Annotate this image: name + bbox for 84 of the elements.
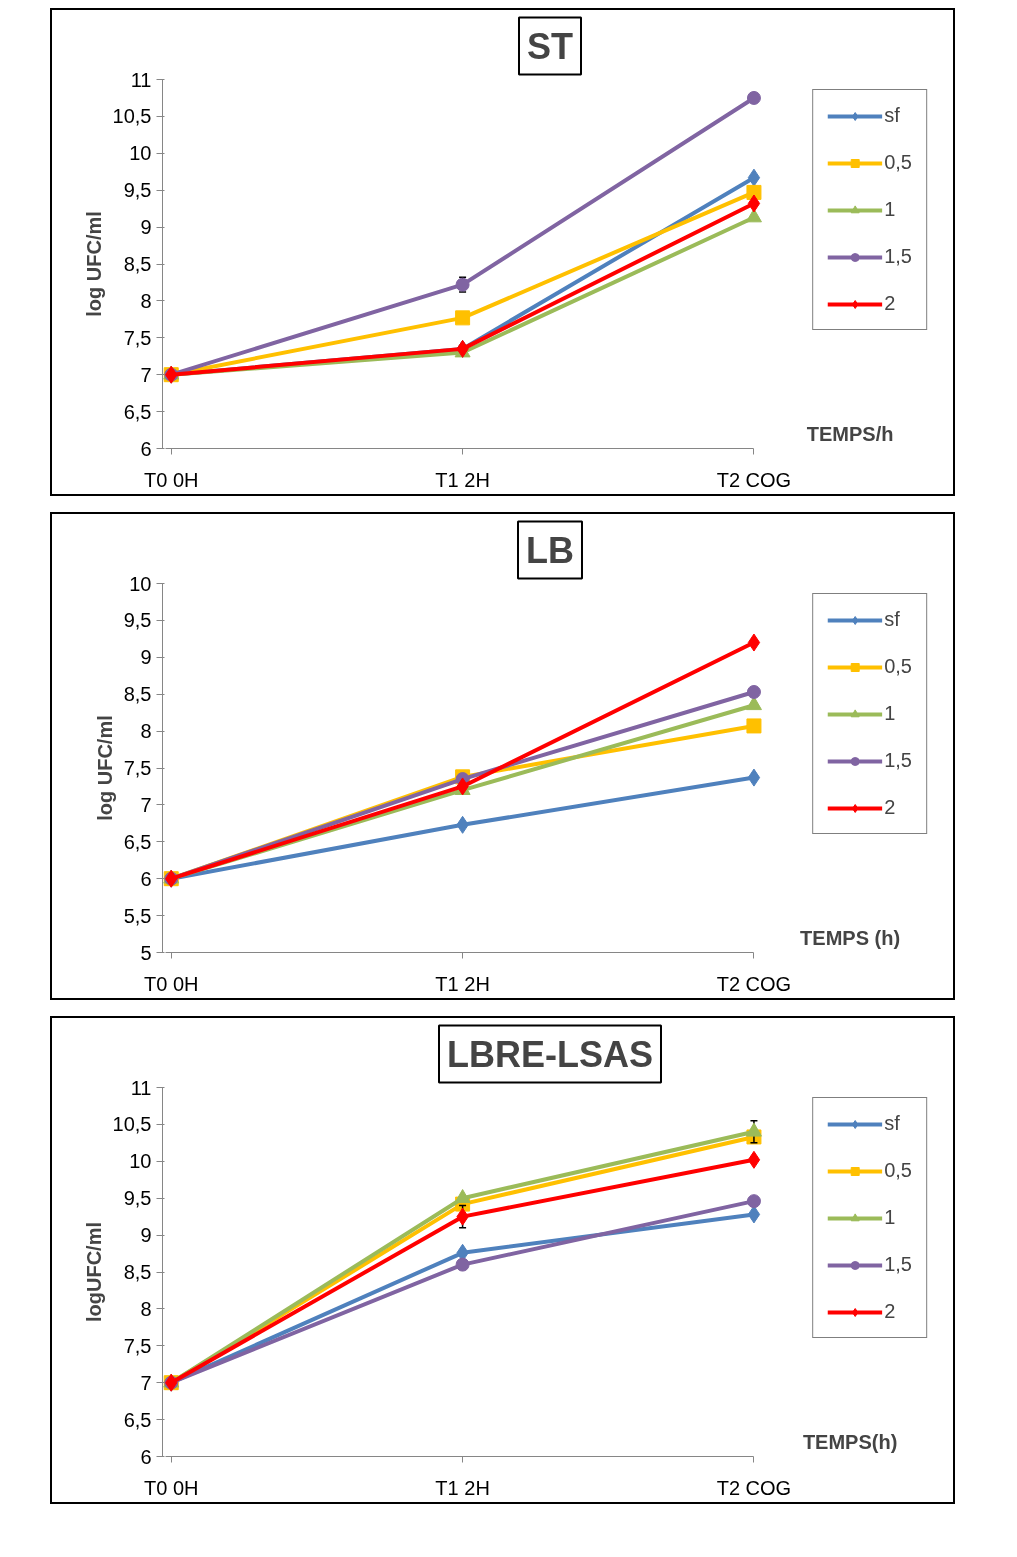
- point: [747, 168, 761, 187]
- legend-label: 0,5: [884, 655, 912, 678]
- y-tick-label: 10,5: [112, 105, 152, 128]
- y-tick-label: 8,5: [123, 1261, 152, 1283]
- x-tick-label: T1 2H: [435, 468, 490, 491]
- legend-label: 2: [884, 796, 897, 819]
- x-tick-label: T1 2H: [435, 972, 490, 995]
- y-tick-label: 8: [140, 1297, 152, 1320]
- point: [455, 1257, 470, 1272]
- y-tick-label: 10: [129, 572, 152, 595]
- x-tick-label: T2 COG: [716, 468, 792, 491]
- x-tick-label: T0 0H: [144, 972, 199, 995]
- y-tick-label: 7,5: [123, 1334, 152, 1357]
- y-tick-label: 6: [140, 1445, 152, 1468]
- point: [746, 1194, 761, 1209]
- x-tick-label: T2 COG: [716, 972, 792, 995]
- point: [745, 208, 762, 223]
- y-tick-label: 11: [130, 1076, 152, 1099]
- y-tick-label: 6,5: [123, 400, 152, 423]
- x-axis-title: TEMPS (h): [800, 926, 901, 949]
- point: [747, 1150, 761, 1169]
- legend-label: 1,5: [884, 1253, 912, 1276]
- legend-label: sf: [884, 104, 901, 127]
- y-tick-label: 10: [129, 1150, 152, 1173]
- x-tick-label: T1 2H: [435, 1476, 490, 1499]
- y-tick-label: 8: [140, 720, 152, 743]
- point: [746, 184, 762, 200]
- y-tick-label: 9,5: [123, 1187, 152, 1210]
- y-axis-title: log UFC/ml: [82, 211, 105, 317]
- y-tick-label: 7,5: [123, 757, 152, 779]
- point: [455, 310, 471, 326]
- y-tick-label: 8: [140, 289, 152, 312]
- point: [745, 696, 762, 711]
- y-tick-label: 7: [140, 793, 152, 816]
- y-tick-label: 11: [130, 68, 152, 91]
- y-tick-label: 6,5: [123, 830, 152, 853]
- legend-label: 1: [884, 702, 897, 725]
- y-tick-label: 6: [140, 437, 152, 460]
- point: [455, 277, 470, 292]
- point: [746, 685, 761, 699]
- x-tick-label: T0 0H: [144, 1476, 199, 1499]
- chart-title: ST: [527, 25, 574, 67]
- legend-label: 2: [884, 1300, 897, 1323]
- y-tick-label: 7: [140, 363, 152, 386]
- y-tick-label: 10: [129, 142, 152, 165]
- y-tick-label: 9: [140, 216, 152, 239]
- y-tick-label: 8,5: [123, 683, 152, 706]
- x-tick-label: T2 COG: [716, 1476, 792, 1499]
- x-axis-title: TEMPS/h: [806, 422, 894, 445]
- x-tick-label: T0 0H: [144, 468, 199, 491]
- y-tick-label: 5,5: [123, 904, 152, 927]
- chart-title: LB: [526, 529, 575, 571]
- point: [747, 1205, 761, 1224]
- y-tick-label: 10,5: [112, 1113, 152, 1136]
- y-tick-label: 5: [140, 941, 152, 964]
- legend-label: 0,5: [884, 151, 912, 174]
- y-tick-label: 8,5: [123, 253, 152, 275]
- point: [745, 1122, 762, 1137]
- y-tick-label: 9: [140, 1224, 152, 1247]
- y-tick-label: 9,5: [123, 179, 152, 202]
- y-axis-title: log UFC/ml: [93, 715, 116, 821]
- point: [746, 90, 761, 105]
- y-tick-label: 6: [140, 867, 152, 890]
- y-tick-label: 9: [140, 646, 152, 669]
- legend-label: 0,5: [884, 1159, 912, 1182]
- legend-label: 1: [884, 198, 897, 221]
- point: [747, 633, 761, 652]
- x-axis-title: TEMPS(h): [802, 1430, 898, 1453]
- point: [747, 194, 761, 213]
- legend-label: sf: [884, 608, 901, 631]
- legend-label: sf: [884, 1112, 901, 1135]
- y-tick-label: 6,5: [123, 1408, 152, 1431]
- legend-label: 1,5: [884, 245, 912, 268]
- legend-label: 2: [884, 292, 897, 315]
- point: [747, 768, 761, 787]
- legend-label: 1,5: [884, 749, 912, 772]
- point: [746, 718, 762, 734]
- y-axis-title: logUFC/ml: [82, 1222, 105, 1322]
- y-tick-label: 7,5: [123, 326, 152, 349]
- chart-title: LBRE-LSAS: [447, 1033, 653, 1075]
- legend-label: 1: [884, 1206, 897, 1229]
- y-tick-label: 9,5: [123, 609, 152, 632]
- y-tick-label: 7: [140, 1371, 152, 1394]
- point: [454, 1189, 471, 1204]
